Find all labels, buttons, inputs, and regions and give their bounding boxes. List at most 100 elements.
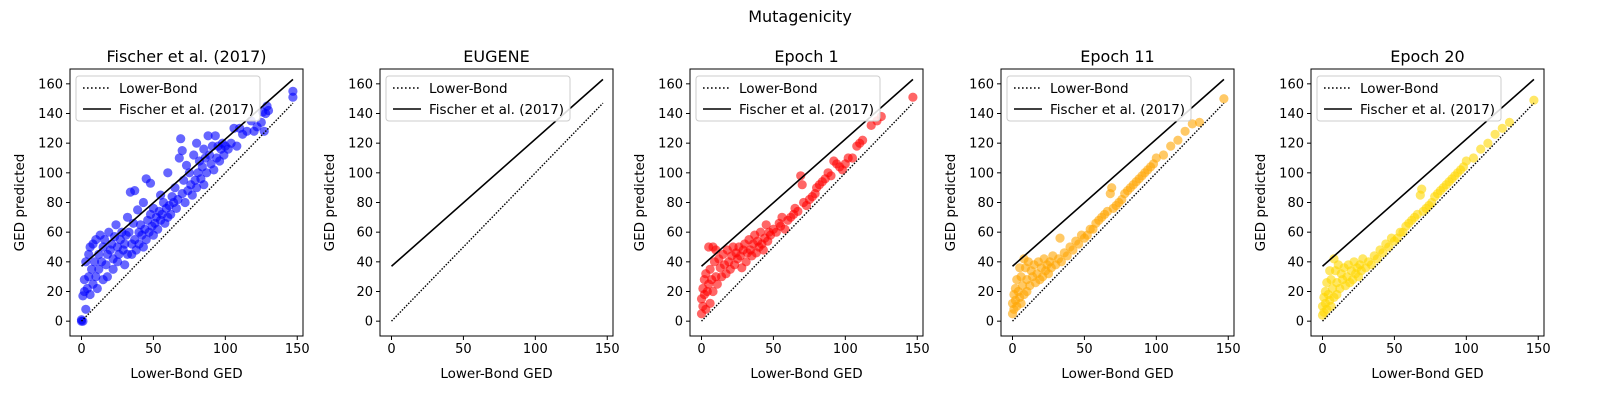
- y-tick-label: 40: [666, 255, 683, 270]
- lower-bound-line: [391, 102, 604, 322]
- y-tick-label: 20: [977, 285, 994, 300]
- x-tick-label: 50: [455, 342, 472, 357]
- y-tick-label: 140: [1279, 107, 1304, 122]
- y-axis-label: GED predicted: [12, 154, 28, 252]
- scatter-point: [858, 135, 868, 145]
- scatter-point: [1497, 123, 1507, 133]
- legend-label-lower-bond: Lower-Bond: [1360, 81, 1439, 97]
- y-axis-label: GED predicted: [632, 154, 648, 252]
- subplot-title: Epoch 1: [774, 47, 838, 66]
- x-axis-label: Lower-Bond GED: [1061, 366, 1173, 382]
- legend: Lower-Bond Fischer et al. (2017): [75, 75, 261, 122]
- x-tick-label: 100: [523, 342, 548, 357]
- scatter-point: [171, 203, 181, 213]
- y-tick-label: 20: [666, 285, 683, 300]
- scatter-point: [112, 257, 123, 267]
- x-axis-label: Lower-Bond GED: [750, 366, 862, 382]
- x-tick-label: 0: [1318, 342, 1326, 357]
- y-tick-label: 0: [675, 315, 683, 330]
- x-tick-label: 150: [1216, 342, 1241, 357]
- scatter-point: [1187, 119, 1197, 129]
- x-axis-label: Lower-Bond GED: [130, 366, 242, 382]
- scatter-point: [1180, 126, 1190, 136]
- scatter-point: [89, 257, 100, 267]
- y-tick-label: 40: [977, 255, 994, 270]
- scatter-point: [91, 272, 101, 282]
- scatter-point: [187, 190, 197, 200]
- x-tick-label: 0: [697, 342, 705, 357]
- y-tick-label: 120: [348, 137, 373, 152]
- scatter-point: [1468, 153, 1479, 163]
- scatter-point: [184, 168, 194, 178]
- legend-label-fischer: Fischer et al. (2017): [739, 102, 874, 118]
- scatter-point: [1166, 141, 1176, 151]
- scatter-point: [758, 245, 769, 255]
- subplot-5: Epoch 20 0 50 100 150 0 20 40 60 80 100 120 140 160 Lo…: [1253, 47, 1551, 382]
- legend-label-lower-bond: Lower-Bond: [739, 81, 818, 97]
- y-tick-label: 40: [46, 255, 63, 270]
- legend-box: [1006, 75, 1192, 122]
- scatter-point: [1326, 301, 1336, 311]
- legend-box: [1316, 75, 1502, 122]
- y-tick-label: 20: [1287, 285, 1304, 300]
- x-tick-label: 50: [145, 342, 162, 357]
- y-tick-label: 80: [356, 196, 373, 211]
- scatter-point: [288, 86, 298, 96]
- scatter-point: [108, 264, 118, 274]
- scatter-point: [180, 197, 190, 208]
- y-tick-label: 120: [1279, 137, 1304, 152]
- y-tick-label: 120: [969, 137, 994, 152]
- x-tick-label: 150: [595, 342, 620, 357]
- scatter-point: [708, 286, 718, 297]
- scatter-point: [741, 257, 751, 267]
- x-axis-label: Lower-Bond GED: [440, 366, 552, 382]
- y-tick-label: 60: [46, 226, 63, 241]
- scatter-point: [177, 146, 187, 156]
- y-axis-label: GED predicted: [322, 154, 338, 252]
- scatter-point: [209, 165, 219, 175]
- scatter-point: [101, 260, 111, 270]
- scatter-point: [1219, 94, 1229, 104]
- scatter-point: [153, 224, 163, 234]
- scatter-point: [1173, 135, 1183, 145]
- scatter-point: [192, 183, 202, 193]
- scatter-point: [1055, 233, 1065, 243]
- subplot-3: Epoch 1 0 50 100 150 0 20 40 60 80 100 120 140 160 Low…: [632, 47, 930, 382]
- y-tick-label: 100: [38, 166, 63, 181]
- legend-box: [75, 75, 261, 122]
- scatter-point: [81, 304, 91, 314]
- subplot-title: EUGENE: [463, 47, 529, 66]
- legend-label-fischer: Fischer et al. (2017): [1050, 102, 1185, 118]
- legend: Lower-Bond Fischer et al. (2017): [1006, 75, 1192, 122]
- scatter-point: [133, 205, 143, 215]
- x-tick-label: 100: [213, 342, 238, 357]
- y-tick-label: 20: [356, 285, 373, 300]
- scatter-point: [705, 264, 715, 274]
- scatter-point: [87, 264, 97, 274]
- legend-label-lower-bond: Lower-Bond: [119, 81, 198, 97]
- scatter-point: [202, 168, 212, 178]
- scatter-point: [1378, 248, 1388, 258]
- scatter-point: [99, 235, 110, 245]
- y-tick-label: 160: [1279, 77, 1304, 92]
- scatter-point: [1483, 138, 1493, 148]
- scatter-point: [78, 316, 88, 326]
- legend-label-fischer: Fischer et al. (2017): [429, 102, 564, 118]
- scatter-point: [1158, 150, 1169, 160]
- x-tick-label: 0: [77, 342, 85, 357]
- y-tick-label: 0: [55, 315, 63, 330]
- x-tick-label: 100: [1144, 342, 1169, 357]
- legend-box: [695, 75, 881, 122]
- y-tick-label: 40: [1287, 255, 1304, 270]
- scatter-point: [141, 235, 151, 245]
- scatter-point: [1194, 117, 1205, 127]
- scatter-point: [94, 264, 104, 274]
- legend: Lower-Bond Fischer et al. (2017): [385, 75, 571, 122]
- subplot-2: EUGENE 0 50 100 150 0 20 40 60 80 100 120 140 160 Lowe…: [322, 47, 620, 382]
- lower-bound-line: [81, 102, 294, 322]
- scatter-point: [793, 206, 803, 216]
- scatter-point: [712, 279, 722, 289]
- y-tick-label: 20: [46, 285, 63, 300]
- lower-bound-line: [1012, 102, 1225, 322]
- scatter-point: [189, 150, 199, 160]
